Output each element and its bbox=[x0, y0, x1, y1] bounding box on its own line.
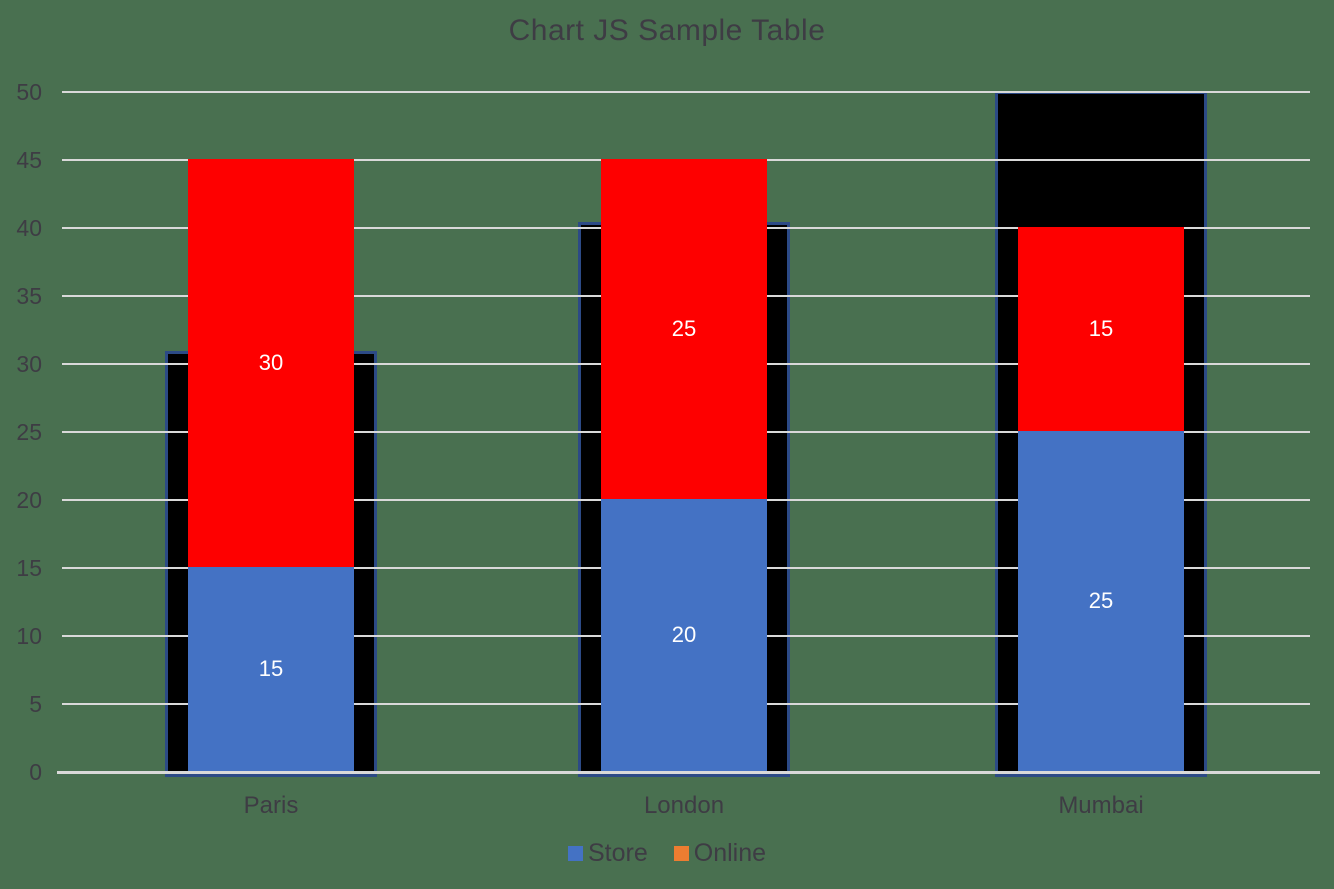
y-axis-tick-label: 30 bbox=[16, 351, 42, 377]
chart-title: Chart JS Sample Table bbox=[508, 14, 826, 47]
x-axis-label: Mumbai bbox=[1058, 792, 1144, 819]
bar-value-label: 25 bbox=[671, 316, 697, 341]
legend-item-store: Store bbox=[567, 839, 648, 867]
x-axis-line bbox=[57, 771, 1320, 774]
legend-swatch-icon bbox=[567, 846, 583, 861]
bar-value-label: 30 bbox=[258, 350, 284, 375]
legend-swatch-icon bbox=[673, 846, 689, 861]
x-axis-label: Paris bbox=[243, 792, 299, 819]
y-axis-tick-label: 0 bbox=[29, 759, 42, 785]
bar-segment-store bbox=[188, 567, 354, 771]
bar-segment-store bbox=[601, 499, 767, 771]
y-axis-tick-label: 20 bbox=[16, 487, 42, 513]
y-axis-tick-label: 5 bbox=[29, 691, 42, 717]
bar-value-label: 25 bbox=[1088, 588, 1114, 613]
y-axis-tick-label: 25 bbox=[16, 419, 42, 445]
bar-value-label: 15 bbox=[1088, 316, 1114, 341]
bar-value-label: 15 bbox=[258, 656, 284, 681]
bar-segment-online bbox=[601, 159, 767, 499]
gridline bbox=[62, 91, 1310, 93]
bar-segment-online bbox=[1018, 227, 1184, 431]
y-axis-tick-label: 10 bbox=[16, 623, 42, 649]
y-axis-tick-label: 50 bbox=[16, 79, 42, 105]
chart-legend: Store Online bbox=[0, 841, 1334, 866]
bar-segment-online bbox=[188, 159, 354, 567]
bar-value-label: 20 bbox=[671, 622, 697, 647]
y-axis-tick-label: 40 bbox=[16, 215, 42, 241]
y-axis-tick-label: 15 bbox=[16, 555, 42, 581]
y-axis-tick-label: 45 bbox=[16, 147, 42, 173]
legend-label: Store bbox=[587, 839, 648, 867]
legend-item-online: Online bbox=[673, 839, 767, 867]
legend-label: Online bbox=[693, 839, 767, 867]
y-axis-tick-label: 35 bbox=[16, 283, 42, 309]
bar-segment-store bbox=[1018, 431, 1184, 771]
x-axis-label: London bbox=[643, 792, 725, 819]
